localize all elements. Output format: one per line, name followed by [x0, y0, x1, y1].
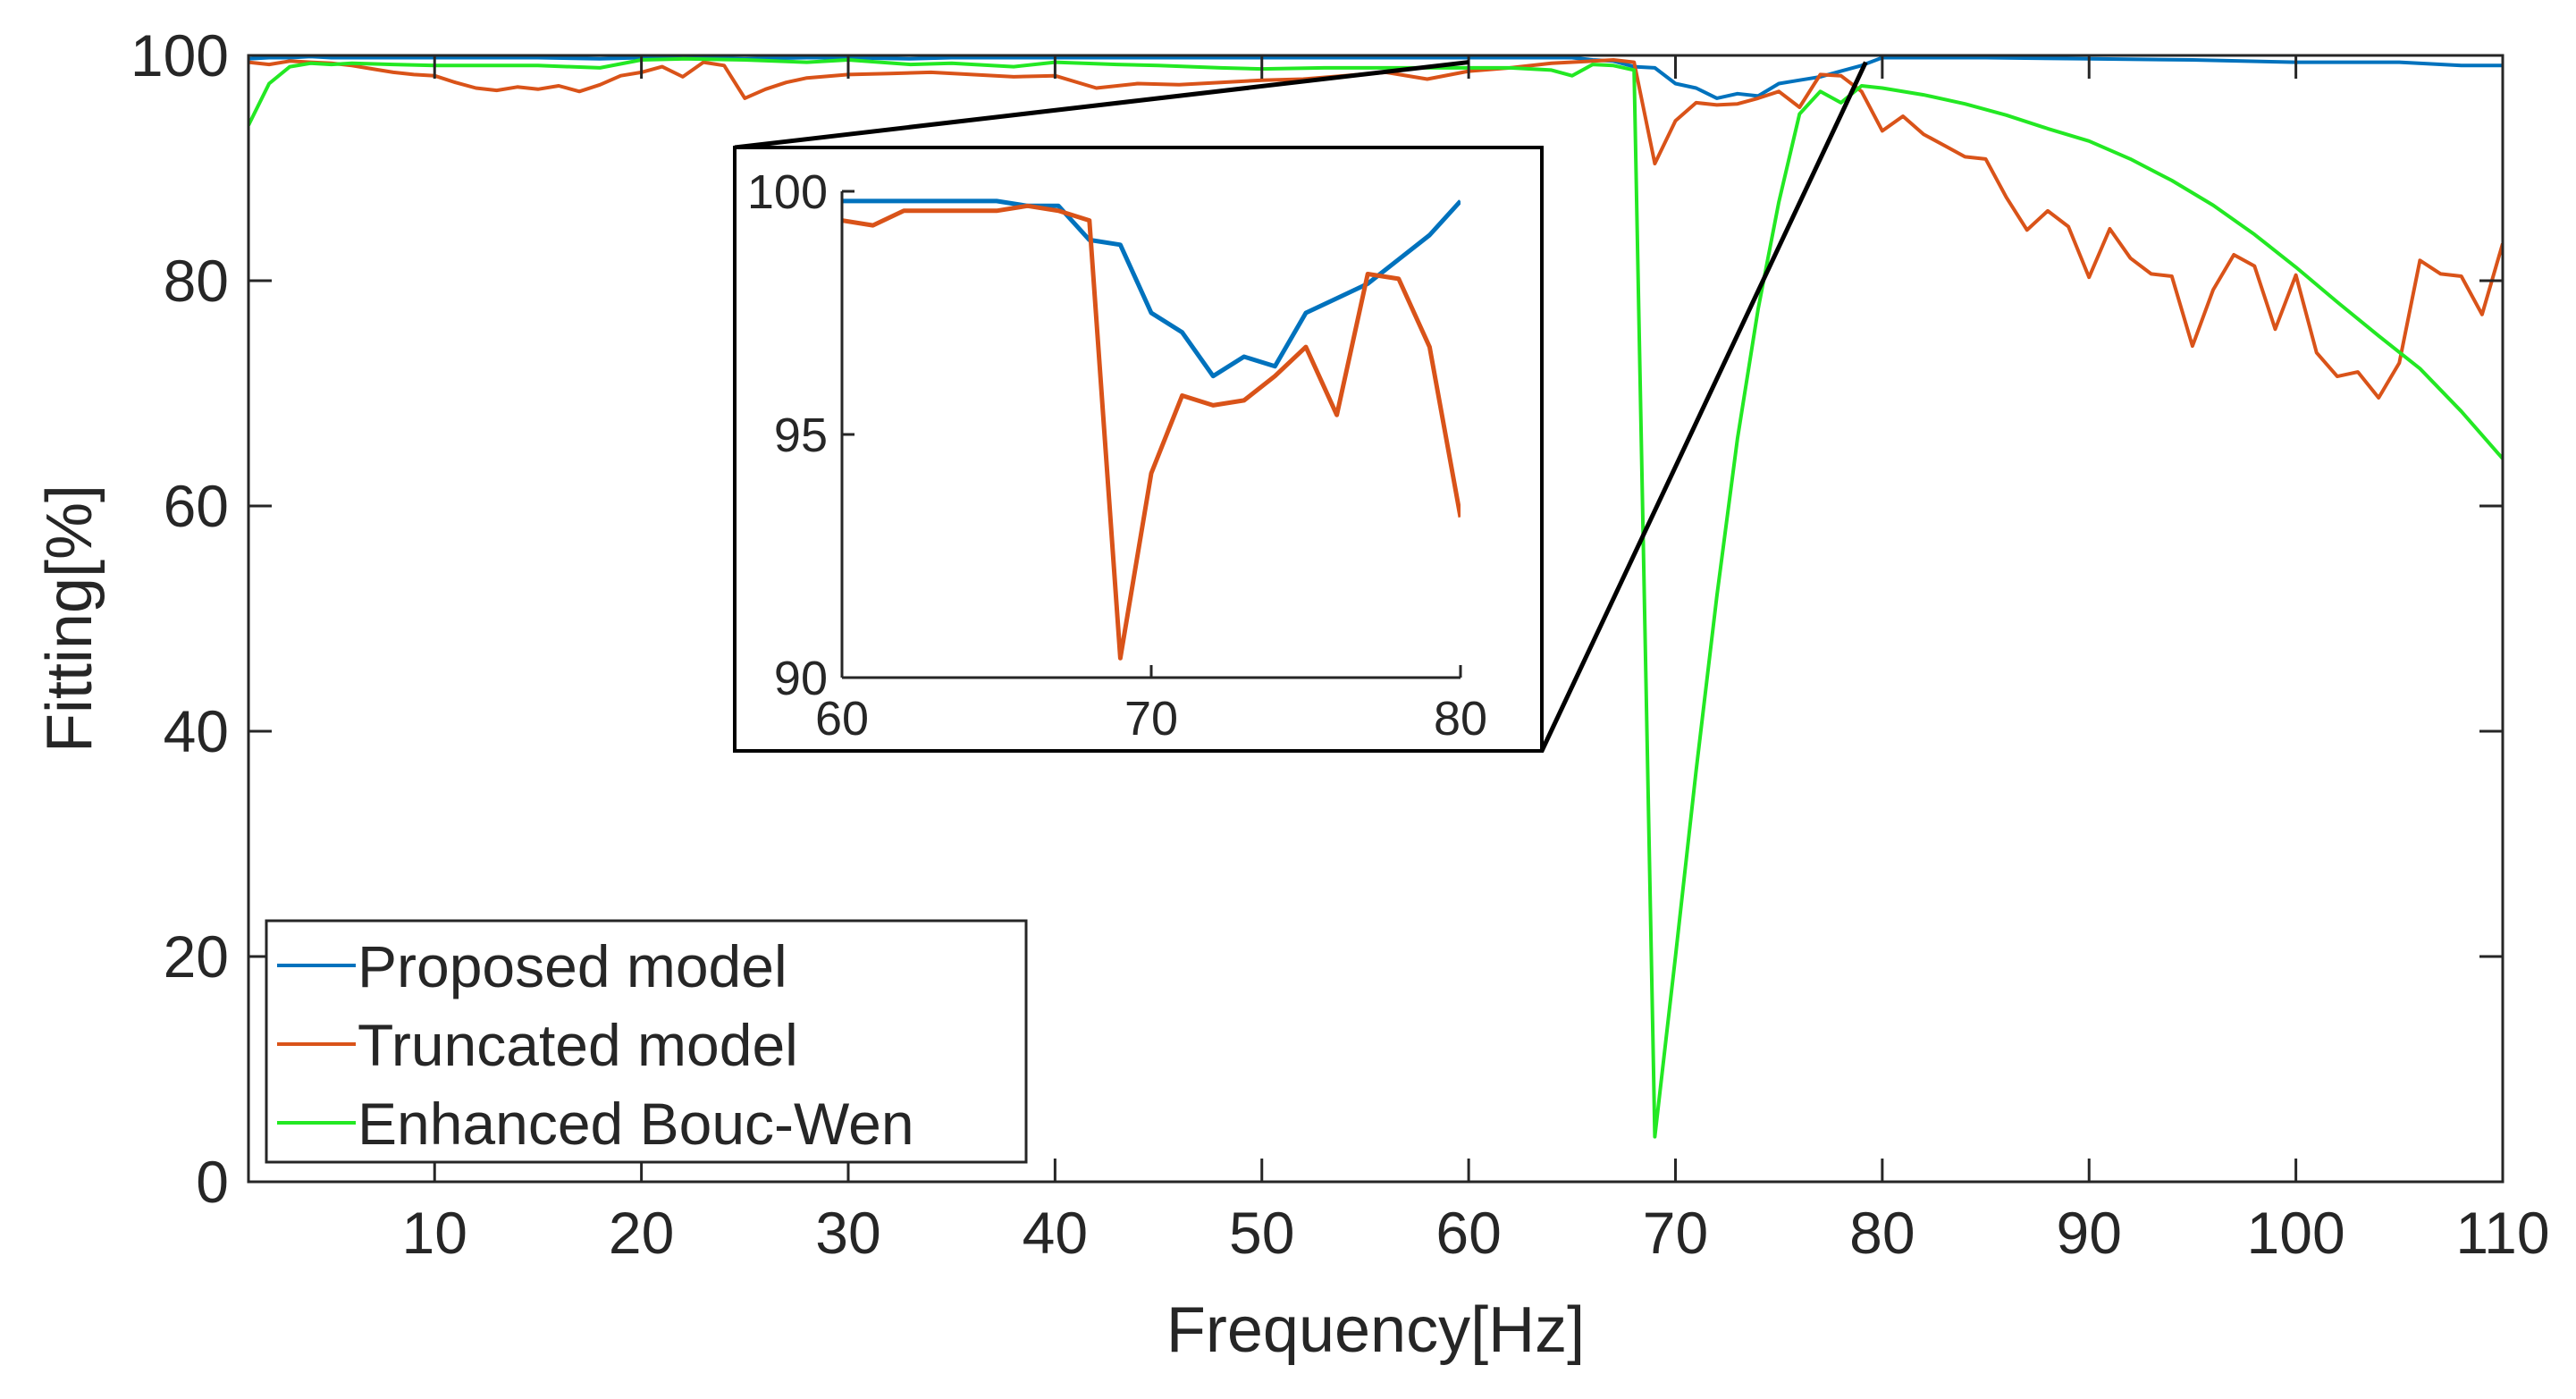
inset-series-group [842, 198, 1461, 661]
inset-plot: 60 70 80 90 95 100 [733, 146, 1544, 753]
x-tick-label: 70 [1643, 1200, 1708, 1266]
y-tick-label: 60 [164, 473, 229, 539]
inset-x-tick-label: 60 [815, 692, 869, 746]
zoom-connectors [734, 60, 1868, 753]
x-tick-label: 60 [1435, 1200, 1501, 1266]
y-tick-label: 100 [130, 22, 229, 88]
x-axis-label: Frequency[Hz] [1166, 1294, 1585, 1366]
legend-label-proposed-model: Proposed model [358, 933, 787, 999]
x-tick-label: 90 [2057, 1200, 2122, 1266]
series-line-proposed-model [248, 55, 2503, 100]
inset-frame [733, 146, 1544, 753]
x-tick-label: 50 [1229, 1200, 1294, 1266]
y-tick-label: 20 [164, 923, 229, 990]
y-axis-label: Fitting[%] [34, 485, 105, 753]
series-line-truncated-model [248, 58, 2503, 400]
x-tick-label: 10 [402, 1200, 467, 1266]
inset-series-line-proposed-model [842, 198, 1461, 379]
zoom-connector-left [734, 60, 1469, 150]
legend-box [265, 919, 1028, 1164]
x-tick-label: 20 [609, 1200, 674, 1266]
x-tick-label: 40 [1023, 1200, 1088, 1266]
y-tick-label: 0 [196, 1149, 229, 1215]
inset-y-tick-label: 100 [747, 165, 828, 219]
inset-x-tick-label: 80 [1434, 692, 1487, 746]
inset-x-tick-label: 70 [1124, 692, 1178, 746]
x-tick-label: 30 [815, 1200, 880, 1266]
legend-label-truncated-model: Truncated model [358, 1012, 798, 1078]
main-axes-box [247, 54, 2504, 1184]
legend-label-enhanced-bouc-wen: Enhanced Bouc-Wen [358, 1091, 914, 1157]
y-tick-label: 80 [164, 248, 229, 314]
x-tick-label: 100 [2247, 1200, 2345, 1266]
y-tick-label: 40 [164, 698, 229, 764]
inset-y-tick-label: 90 [774, 652, 828, 705]
inset-y-tick-label: 95 [774, 409, 828, 462]
main-plot: 10 20 30 40 50 60 70 80 90 100 110 0 20 40 60 80 100 Freq… [34, 22, 2550, 1366]
main-series-group [248, 55, 2503, 1139]
legend: Proposed model Truncated model Enhanced Bo… [265, 919, 1028, 1164]
x-tick-label: 110 [2455, 1200, 2549, 1266]
series-line-enhanced-bouc-wen [248, 56, 2503, 1139]
x-tick-label: 80 [1849, 1200, 1915, 1266]
inset-series-line-truncated-model [842, 203, 1461, 661]
zoom-connector-right [1539, 61, 1868, 753]
